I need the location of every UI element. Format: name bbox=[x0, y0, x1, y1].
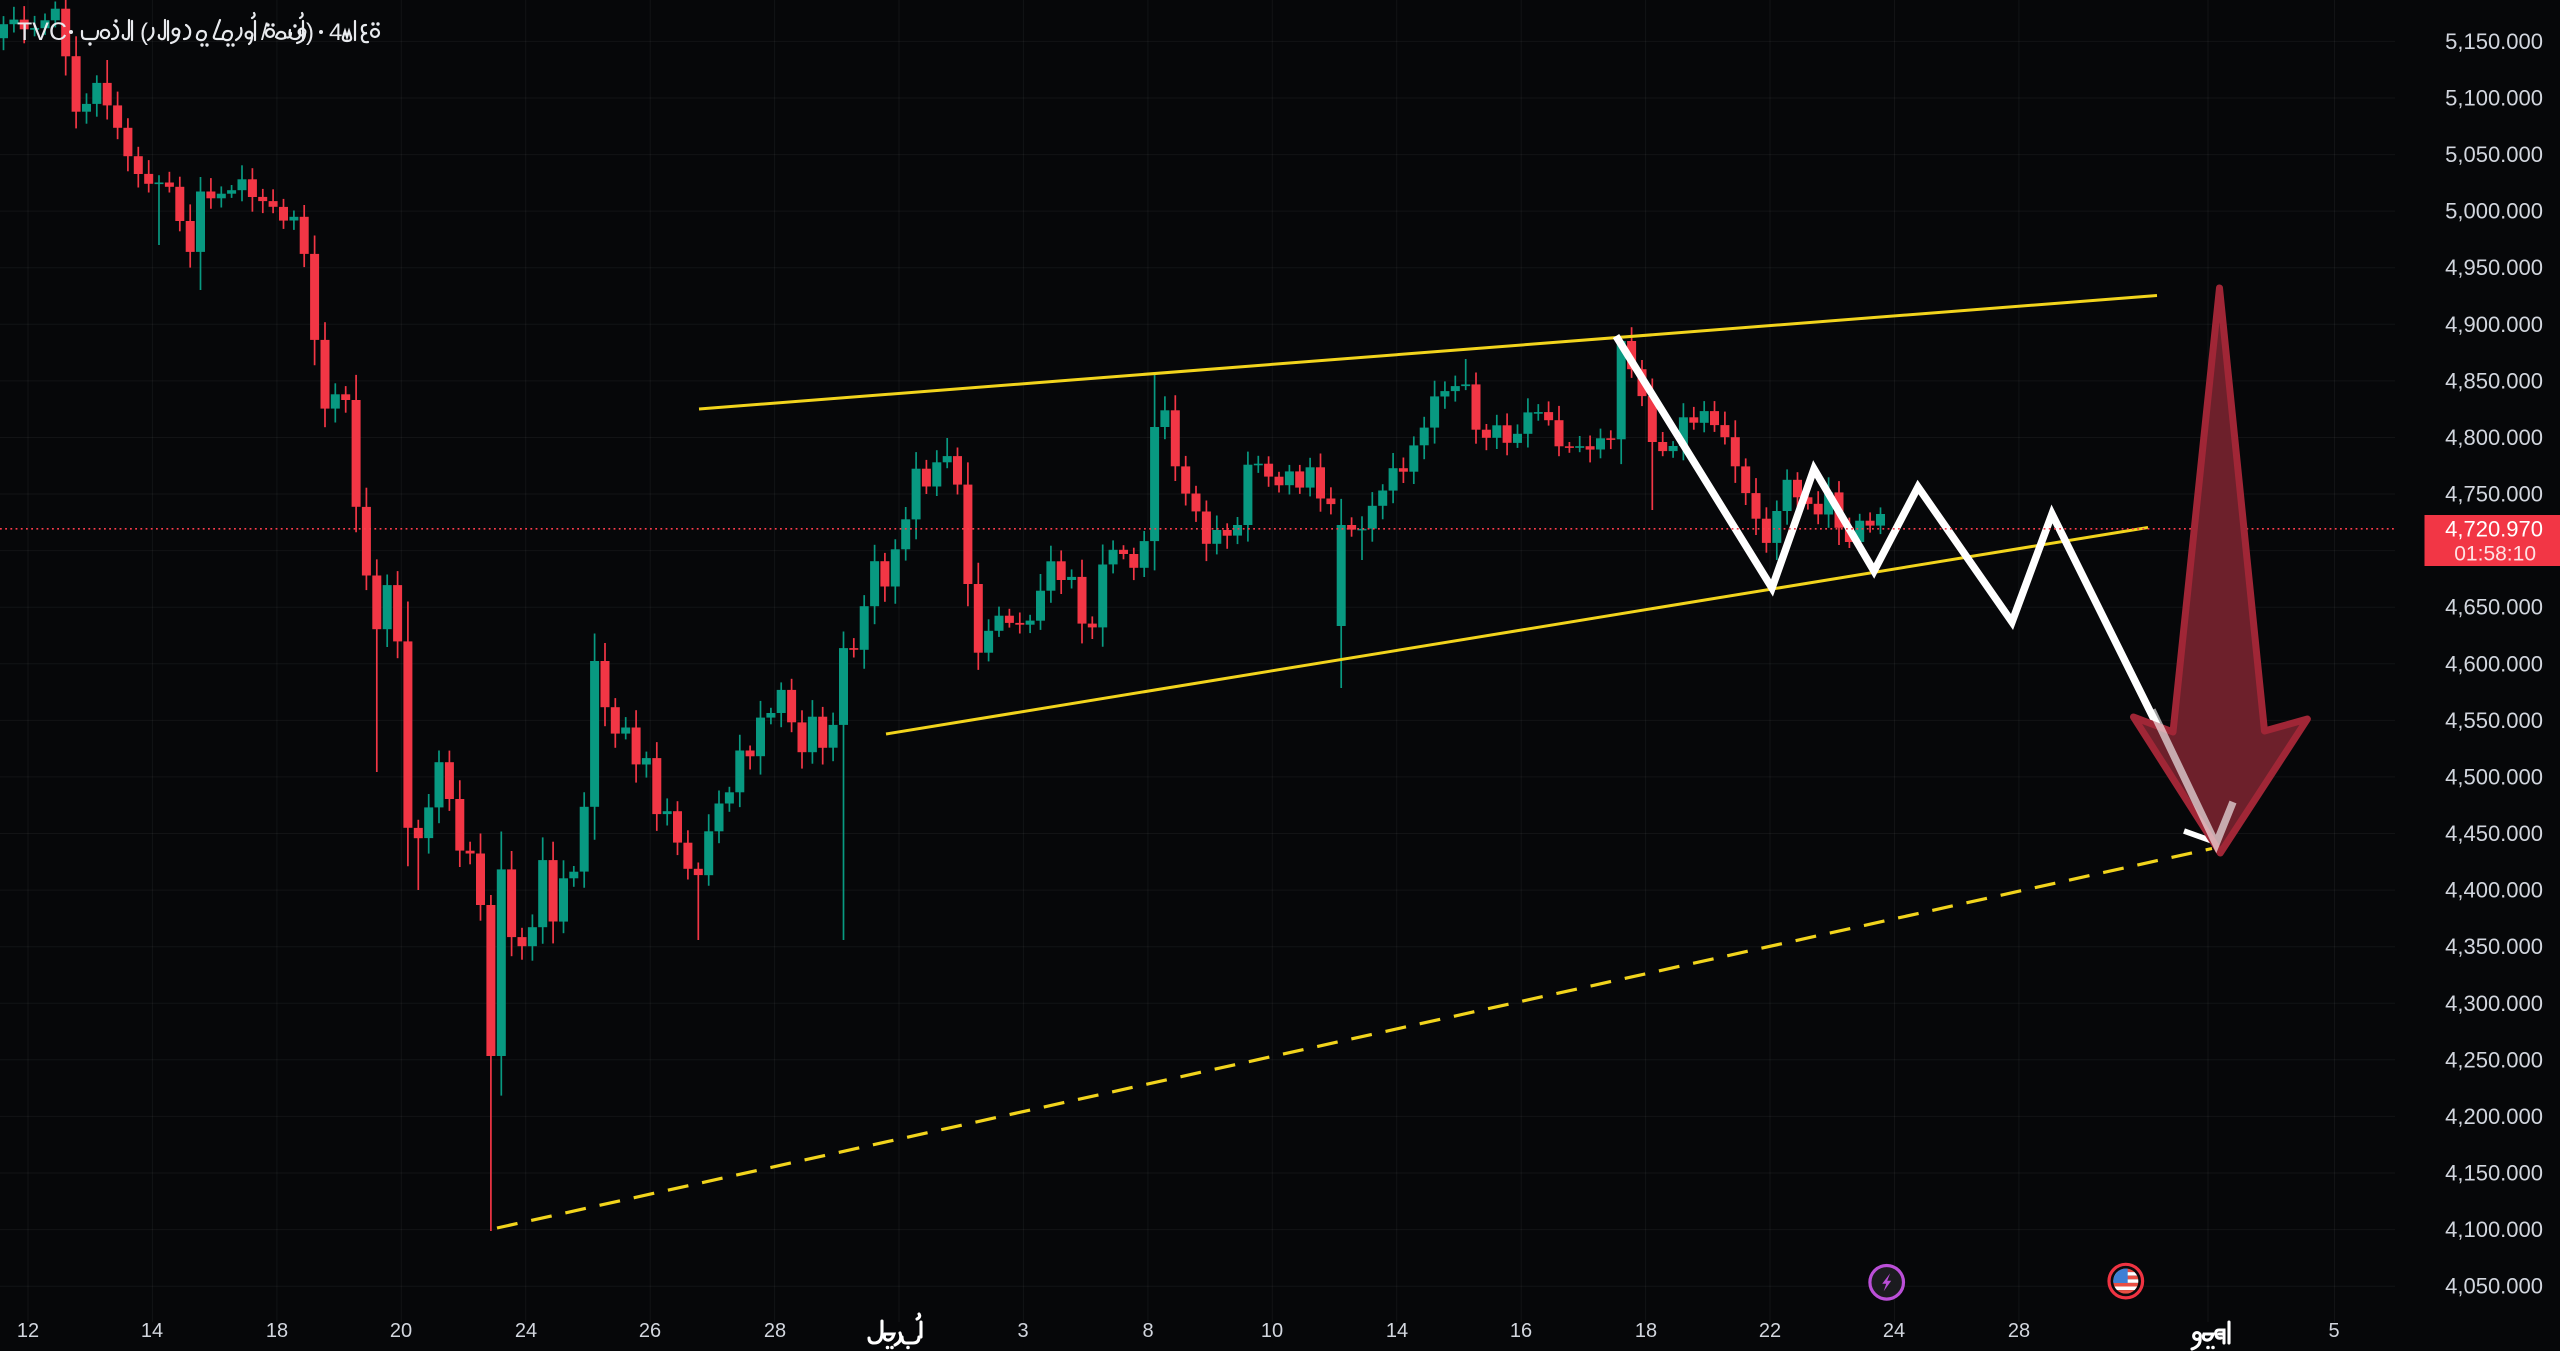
svg-text:/: / bbox=[261, 19, 268, 46]
svg-text:4,500.000: 4,500.000 bbox=[2445, 764, 2543, 789]
svg-text:5,000.000: 5,000.000 bbox=[2445, 199, 2543, 224]
svg-text:5,150.000: 5,150.000 bbox=[2445, 29, 2543, 54]
svg-text:): ) bbox=[306, 19, 314, 46]
svg-text:4,100.000: 4,100.000 bbox=[2445, 1217, 2543, 1242]
svg-text:20: 20 bbox=[390, 1320, 412, 1342]
svg-text:12: 12 bbox=[17, 1320, 39, 1342]
svg-text:4,600.000: 4,600.000 bbox=[2445, 651, 2543, 676]
svg-text:4,450.000: 4,450.000 bbox=[2445, 821, 2543, 846]
svg-text:(: ( bbox=[140, 19, 148, 46]
svg-text:4,400.000: 4,400.000 bbox=[2445, 878, 2543, 903]
svg-text:TVC: TVC bbox=[17, 18, 67, 46]
svg-text:24: 24 bbox=[1883, 1320, 1905, 1342]
svg-text:01:58:10: 01:58:10 bbox=[2454, 543, 2536, 566]
svg-text:4,850.000: 4,850.000 bbox=[2445, 368, 2543, 393]
svg-text:14: 14 bbox=[1386, 1320, 1408, 1342]
svg-text:4: 4 bbox=[329, 19, 342, 46]
svg-text:18: 18 bbox=[1635, 1320, 1657, 1342]
svg-text:16: 16 bbox=[1510, 1320, 1532, 1342]
svg-text:3: 3 bbox=[1017, 1320, 1028, 1342]
svg-text:4,350.000: 4,350.000 bbox=[2445, 934, 2543, 959]
svg-text:4,750.000: 4,750.000 bbox=[2445, 482, 2543, 507]
svg-text:28: 28 bbox=[2008, 1320, 2030, 1342]
svg-text:14: 14 bbox=[141, 1320, 163, 1342]
svg-text:5,100.000: 5,100.000 bbox=[2445, 86, 2543, 111]
svg-text:4,050.000: 4,050.000 bbox=[2445, 1274, 2543, 1299]
svg-text:4,200.000: 4,200.000 bbox=[2445, 1104, 2543, 1129]
svg-text:4,650.000: 4,650.000 bbox=[2445, 595, 2543, 620]
svg-text:4,150.000: 4,150.000 bbox=[2445, 1161, 2543, 1186]
svg-text:5,050.000: 5,050.000 bbox=[2445, 142, 2543, 167]
svg-text:10: 10 bbox=[1261, 1320, 1283, 1342]
svg-text:4,250.000: 4,250.000 bbox=[2445, 1047, 2543, 1072]
svg-text:4,900.000: 4,900.000 bbox=[2445, 312, 2543, 337]
svg-text:28: 28 bbox=[764, 1320, 786, 1342]
svg-text:18: 18 bbox=[266, 1320, 288, 1342]
svg-text:5: 5 bbox=[2328, 1320, 2339, 1342]
svg-text:26: 26 bbox=[639, 1320, 661, 1342]
svg-text:4,950.000: 4,950.000 bbox=[2445, 255, 2543, 280]
svg-text:4,800.000: 4,800.000 bbox=[2445, 425, 2543, 450]
svg-text:4,720.970: 4,720.970 bbox=[2445, 517, 2543, 542]
svg-text:22: 22 bbox=[1759, 1320, 1781, 1342]
svg-text:24: 24 bbox=[515, 1320, 537, 1342]
svg-text:4,300.000: 4,300.000 bbox=[2445, 991, 2543, 1016]
svg-text:4,550.000: 4,550.000 bbox=[2445, 708, 2543, 733]
svg-text:8: 8 bbox=[1142, 1320, 1153, 1342]
